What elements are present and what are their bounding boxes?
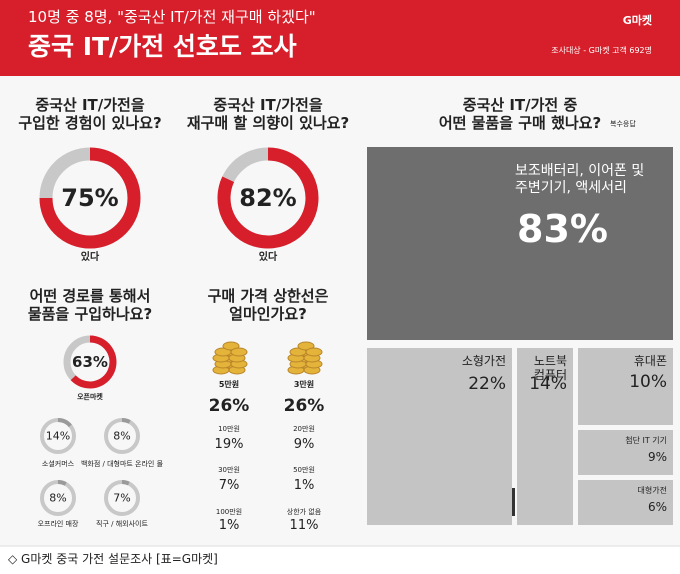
donut-label: 직구 / 해외사이트: [96, 520, 148, 528]
price-label: 10만원: [218, 425, 240, 433]
box-value: 10%: [629, 372, 667, 392]
coin: [222, 341, 240, 351]
price-value: 19%: [214, 437, 244, 452]
box-value: 83%: [517, 207, 608, 251]
question: 중국산 IT/가전을 구입한 경험이 있나요?: [18, 96, 162, 132]
donut-label: 있다: [258, 252, 278, 263]
donut-value: 82%: [239, 184, 296, 212]
donut-value: 14%: [46, 430, 70, 443]
treemap-box: [578, 348, 673, 425]
box-value: 9%: [647, 450, 667, 464]
price-value: 1%: [293, 478, 315, 493]
treemap-box: [367, 147, 673, 340]
treemap-box: [578, 480, 673, 525]
box-label: 첨단 IT 기기: [625, 436, 667, 445]
donut-value: 8%: [49, 492, 66, 505]
price-label: 50만원: [293, 466, 315, 474]
box-label: 휴대폰: [633, 354, 667, 368]
donut-arc: [57, 418, 72, 428]
price-value: 7%: [218, 478, 240, 493]
box-label: 보조배터리, 이어폰 및 주변기기, 액세서리: [515, 163, 645, 196]
price-label: 20만원: [293, 425, 315, 433]
box-label: 노트북 컴퓨터: [533, 354, 567, 383]
question: 어떤 경로를 통해서 물품을 구입하나요?: [27, 287, 153, 323]
coin: [297, 341, 315, 351]
donut-arc: [70, 335, 117, 389]
price-value: 26%: [208, 396, 250, 416]
headline: 10명 중 8명, "중국산 IT/가전 재구매 하겠다": [28, 8, 316, 26]
donut-arc: [217, 147, 319, 249]
coin: [305, 347, 323, 357]
subtitle: 복수응답: [610, 120, 636, 128]
donut-value: 75%: [61, 184, 118, 212]
box-value: 6%: [647, 500, 667, 514]
price-value: 9%: [293, 437, 315, 452]
header-band: [0, 0, 680, 76]
donut-label: 있다: [80, 252, 100, 263]
treemap-box: [578, 430, 673, 475]
price-value: 1%: [218, 518, 240, 533]
question: 구매 가격 상한선은 얼마인가요?: [207, 287, 329, 323]
price-label: 100만원: [215, 508, 243, 516]
coin: [230, 347, 248, 357]
price-label: 30만원: [218, 466, 240, 474]
donut-label: 백화점 / 대형마트 온라인 몰: [80, 460, 164, 468]
donut-label: 소셜커머스: [41, 460, 75, 468]
box-value: 22%: [468, 374, 506, 394]
donut-arc: [57, 480, 67, 486]
donut-value: 63%: [72, 353, 108, 371]
question: 중국산 IT/가전 중 어떤 물품을 구매 했나요? 복수응답: [438, 96, 636, 132]
donut-arc: [39, 147, 141, 249]
price-value: 26%: [283, 396, 325, 416]
donut-label: 오픈마켓: [77, 393, 103, 401]
survey-note: 조사대상 - G마켓 고객 692명: [551, 46, 652, 55]
box-label: 소형가전: [461, 354, 506, 368]
treemap-box: [517, 348, 573, 525]
donut-label: 오프라인 매장: [37, 520, 79, 528]
title: 중국 IT/가전 선호도 조사: [28, 32, 297, 61]
donut-value: 8%: [113, 430, 130, 443]
price-value: 11%: [289, 518, 319, 533]
donut-arc: [121, 418, 131, 424]
box-value: 14%: [529, 374, 567, 394]
box-label: 대형가전: [637, 486, 667, 495]
price-label: 3만원: [293, 380, 315, 389]
question: 중국산 IT/가전을 재구매 할 의향이 있나요?: [186, 96, 350, 132]
footer: ◇ G마켓 중국 가전 설문조사 [표=G마켓]: [8, 552, 218, 566]
price-label: 5만원: [218, 380, 240, 389]
donut-arc: [121, 480, 130, 486]
price-label: 상한가 없음: [286, 508, 322, 516]
brand: G마켓: [622, 14, 652, 27]
donut-value: 7%: [113, 492, 130, 505]
treemap-box: [367, 348, 512, 525]
